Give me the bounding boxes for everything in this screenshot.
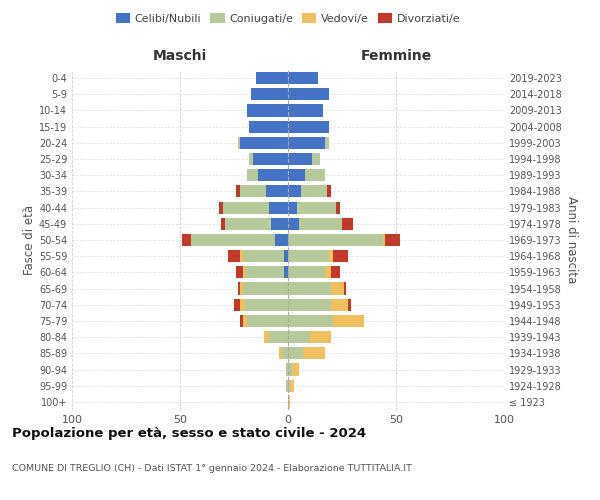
Bar [288, 315, 334, 327]
Bar [241, 298, 245, 311]
Bar [269, 202, 288, 213]
Bar [236, 266, 242, 278]
Bar [288, 331, 310, 343]
Bar [241, 137, 288, 149]
Bar [288, 298, 331, 311]
Bar [349, 298, 350, 311]
Y-axis label: Anni di nascita: Anni di nascita [565, 196, 578, 284]
Bar [288, 137, 325, 149]
Bar [288, 88, 329, 101]
Bar [247, 169, 258, 181]
Y-axis label: Fasce di età: Fasce di età [23, 205, 36, 275]
Text: Popolazione per età, sesso e stato civile - 2024: Popolazione per età, sesso e stato civil… [12, 428, 366, 440]
Bar [288, 234, 383, 246]
Bar [288, 348, 303, 360]
Bar [288, 250, 329, 262]
Bar [288, 282, 331, 294]
Bar [245, 298, 288, 311]
Bar [241, 282, 242, 294]
Bar [296, 202, 335, 213]
Bar [242, 250, 284, 262]
Bar [288, 120, 329, 132]
Bar [256, 72, 288, 84]
Bar [383, 234, 385, 246]
Bar [286, 364, 288, 376]
Legend: Celibi/Nubili, Coniugati/e, Vedovi/e, Divorziati/e: Celibi/Nubili, Coniugati/e, Vedovi/e, Di… [113, 10, 463, 26]
Bar [310, 331, 331, 343]
Bar [334, 315, 364, 327]
Bar [327, 186, 331, 198]
Bar [325, 266, 331, 278]
Bar [242, 266, 245, 278]
Bar [288, 104, 323, 117]
Bar [331, 298, 349, 311]
Bar [305, 169, 325, 181]
Bar [312, 153, 320, 165]
Text: COMUNE DI TREGLIO (CH) - Dati ISTAT 1° gennaio 2024 - Elaborazione TUTTITALIA.IT: COMUNE DI TREGLIO (CH) - Dati ISTAT 1° g… [12, 464, 412, 473]
Bar [275, 234, 288, 246]
Bar [344, 282, 346, 294]
Bar [288, 169, 305, 181]
Bar [284, 266, 288, 278]
Bar [335, 202, 340, 213]
Bar [269, 331, 288, 343]
Bar [334, 250, 349, 262]
Bar [227, 250, 241, 262]
Bar [251, 88, 288, 101]
Bar [266, 186, 288, 198]
Bar [288, 380, 290, 392]
Bar [385, 234, 400, 246]
Bar [245, 266, 284, 278]
Bar [223, 202, 269, 213]
Bar [288, 72, 318, 84]
Bar [280, 348, 281, 360]
Bar [284, 250, 288, 262]
Bar [241, 250, 242, 262]
Bar [247, 315, 288, 327]
Bar [281, 348, 288, 360]
Bar [226, 218, 271, 230]
Bar [325, 137, 329, 149]
Bar [242, 282, 288, 294]
Bar [238, 137, 241, 149]
Bar [271, 218, 288, 230]
Bar [301, 186, 327, 198]
Bar [288, 266, 325, 278]
Bar [329, 250, 334, 262]
Bar [331, 282, 344, 294]
Bar [236, 186, 241, 198]
Bar [292, 364, 299, 376]
Bar [288, 186, 301, 198]
Bar [234, 298, 241, 311]
Bar [238, 282, 241, 294]
Bar [242, 315, 247, 327]
Text: Femmine: Femmine [361, 49, 431, 63]
Text: Maschi: Maschi [153, 49, 207, 63]
Bar [286, 380, 288, 392]
Bar [288, 153, 312, 165]
Bar [182, 234, 191, 246]
Bar [331, 266, 340, 278]
Bar [191, 234, 275, 246]
Bar [342, 218, 353, 230]
Bar [288, 202, 296, 213]
Bar [247, 104, 288, 117]
Bar [288, 364, 292, 376]
Bar [264, 331, 269, 343]
Bar [241, 186, 266, 198]
Bar [249, 120, 288, 132]
Bar [288, 396, 290, 408]
Bar [219, 202, 223, 213]
Bar [288, 218, 299, 230]
Bar [241, 315, 242, 327]
Bar [253, 153, 288, 165]
Bar [249, 153, 253, 165]
Bar [221, 218, 226, 230]
Bar [290, 380, 295, 392]
Bar [303, 348, 325, 360]
Bar [258, 169, 288, 181]
Bar [299, 218, 342, 230]
